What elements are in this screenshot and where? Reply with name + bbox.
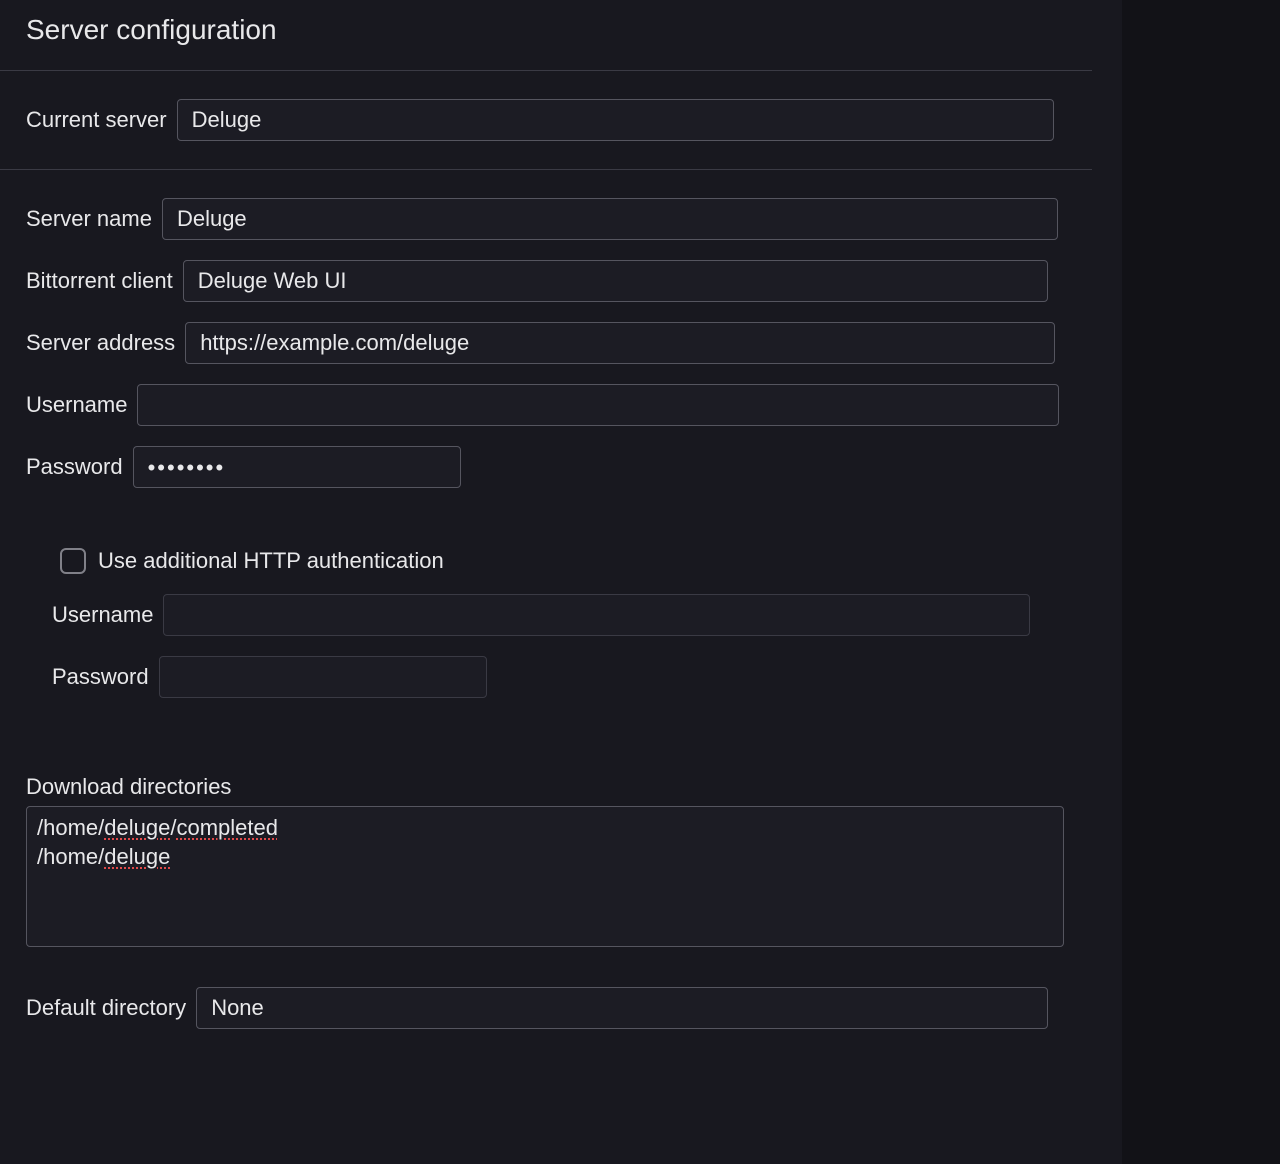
username-label: Username: [26, 392, 127, 418]
username-input[interactable]: [137, 384, 1059, 426]
current-server-select[interactable]: Deluge: [177, 99, 1054, 141]
server-name-row: Server name: [0, 188, 1280, 250]
password-value: ••••••••: [148, 455, 226, 480]
dir-line2-a: /home/: [37, 844, 104, 869]
default-dir-select[interactable]: None: [196, 987, 1048, 1029]
password-input[interactable]: ••••••••: [133, 446, 461, 488]
bt-client-value: Deluge Web UI: [198, 268, 347, 294]
bt-client-row: Bittorrent client Deluge Web UI: [0, 250, 1280, 312]
password-row: Password ••••••••: [0, 436, 1280, 498]
http-username-row: Username: [0, 584, 1280, 646]
http-auth-label: Use additional HTTP authentication: [98, 548, 444, 574]
http-username-input[interactable]: [163, 594, 1030, 636]
current-server-value: Deluge: [192, 107, 262, 133]
password-label: Password: [26, 454, 123, 480]
server-name-label: Server name: [26, 206, 152, 232]
http-username-label: Username: [52, 602, 153, 628]
dir-line1-d: completed: [176, 815, 278, 840]
download-dirs-label: Download directories: [0, 774, 1280, 806]
default-dir-value: None: [211, 995, 264, 1021]
page-title: Server configuration: [0, 0, 1280, 70]
server-name-input[interactable]: [162, 198, 1058, 240]
http-auth-checkbox[interactable]: [60, 548, 86, 574]
server-address-row: Server address: [0, 312, 1280, 374]
server-address-input[interactable]: [185, 322, 1055, 364]
username-row: Username: [0, 374, 1280, 436]
bt-client-select[interactable]: Deluge Web UI: [183, 260, 1048, 302]
dir-line1-a: /home/: [37, 815, 104, 840]
current-server-row: Current server Deluge: [0, 89, 1280, 151]
http-password-row: Password: [0, 646, 1280, 708]
dir-line2-b: deluge: [104, 844, 170, 869]
current-server-label: Current server: [26, 107, 167, 133]
http-password-label: Password: [52, 664, 149, 690]
server-address-label: Server address: [26, 330, 175, 356]
download-dirs-textarea[interactable]: /home/deluge/completed/home/deluge: [26, 806, 1064, 947]
bt-client-label: Bittorrent client: [26, 268, 173, 294]
right-gutter: [1122, 0, 1280, 1164]
default-dir-label: Default directory: [26, 995, 186, 1021]
http-password-input[interactable]: [159, 656, 487, 698]
http-auth-row: Use additional HTTP authentication: [0, 538, 1280, 584]
dir-line1-b: deluge: [104, 815, 170, 840]
default-dir-row: Default directory None: [0, 977, 1280, 1039]
server-config-form: Server configuration Current server Delu…: [0, 0, 1280, 1039]
